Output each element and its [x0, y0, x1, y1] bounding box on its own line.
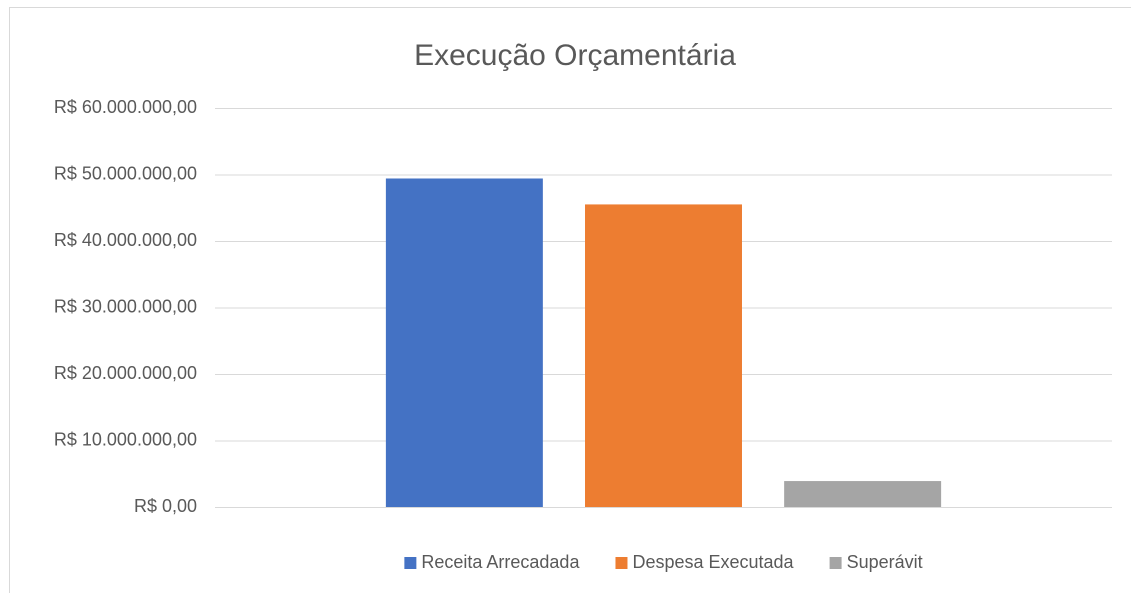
y-tick-label: R$ 30.000.000,00: [54, 296, 197, 316]
y-tick-label: R$ 50.000.000,00: [54, 163, 197, 183]
legend-swatch: [615, 557, 628, 569]
legend-swatch: [829, 557, 842, 569]
chart-frame: [9, 7, 1131, 593]
y-tick-label: R$ 20.000.000,00: [54, 363, 197, 383]
bar: [385, 178, 543, 508]
y-tick-label: R$ 40.000.000,00: [54, 230, 197, 250]
chart-title: Execução Orçamentária: [414, 39, 736, 72]
legend-swatch: [404, 557, 417, 569]
bar: [784, 481, 942, 507]
y-tick-label: R$ 60.000.000,00: [54, 97, 197, 117]
legend-label: Superávit: [847, 552, 923, 572]
y-tick-label: R$ 0,00: [134, 496, 197, 516]
y-tick-label: R$ 10.000.000,00: [54, 429, 197, 449]
bar: [585, 204, 742, 508]
legend-label: Despesa Executada: [632, 552, 794, 572]
legend-label: Receita Arrecadada: [421, 552, 580, 572]
